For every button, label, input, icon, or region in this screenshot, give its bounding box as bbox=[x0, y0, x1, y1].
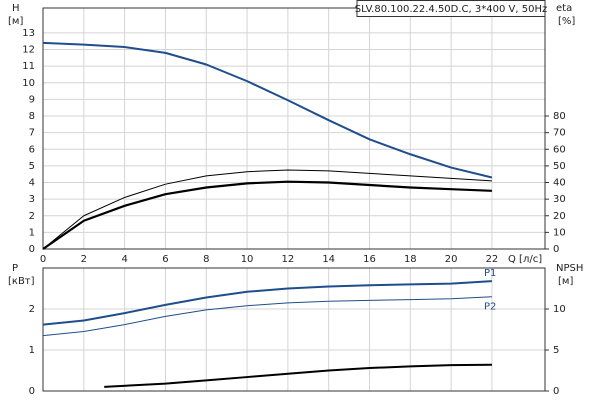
plot-frame bbox=[42, 7, 546, 250]
y2-axis-label: NPSH bbox=[556, 263, 583, 274]
y-axis-label: H bbox=[12, 3, 20, 14]
x-tick-label: 14 bbox=[322, 254, 335, 265]
y-tick-label: 1 bbox=[29, 345, 35, 356]
curve bbox=[42, 41, 493, 179]
x-tick-label: 16 bbox=[363, 254, 376, 265]
y2-tick-label: 40 bbox=[553, 178, 566, 189]
y2-axis-label: eta bbox=[556, 3, 572, 14]
curve bbox=[42, 280, 493, 326]
y-tick-label: 10 bbox=[22, 78, 35, 89]
x-tick-label: 4 bbox=[121, 254, 127, 265]
series-label: P2 bbox=[484, 302, 496, 313]
y2-tick-label: 0 bbox=[553, 386, 559, 397]
x-tick-label: 6 bbox=[162, 254, 168, 265]
y-tick-label: 8 bbox=[29, 111, 35, 122]
y2-tick-label: 0 bbox=[553, 244, 559, 255]
y2-tick-label: 5 bbox=[553, 345, 559, 356]
y2-tick-label: 70 bbox=[553, 128, 566, 139]
y-tick-label: 4 bbox=[29, 178, 35, 189]
y2-tick-label: 80 bbox=[553, 111, 566, 122]
y-tick-label: 13 bbox=[22, 28, 35, 39]
y-tick-label: 3 bbox=[29, 194, 35, 205]
y-tick-label: 5 bbox=[29, 161, 35, 172]
y-axis-label: P bbox=[12, 263, 18, 274]
curve bbox=[42, 296, 492, 337]
y2-tick-label: 10 bbox=[553, 304, 566, 315]
y2-axis-unit: [м] bbox=[558, 276, 573, 287]
y-axis-unit: [м] bbox=[8, 16, 23, 27]
x-tick-label: 10 bbox=[241, 254, 254, 265]
x-axis-label: Q [л/с] bbox=[508, 254, 542, 265]
plot-frame bbox=[42, 267, 546, 392]
x-tick-label: 2 bbox=[81, 254, 87, 265]
x-tick-label: 0 bbox=[40, 254, 46, 265]
y2-tick-label: 30 bbox=[553, 194, 566, 205]
y-tick-label: 2 bbox=[29, 211, 35, 222]
y-tick-label: 6 bbox=[29, 144, 35, 155]
x-tick-label: 18 bbox=[404, 254, 417, 265]
x-tick-label: 22 bbox=[486, 254, 499, 265]
y2-tick-label: 20 bbox=[553, 211, 566, 222]
y-tick-label: 0 bbox=[29, 244, 35, 255]
series-label: P1 bbox=[484, 268, 496, 279]
curve bbox=[104, 363, 492, 388]
y-tick-label: 12 bbox=[22, 45, 35, 56]
title-box bbox=[356, 0, 546, 17]
y2-axis-unit: [%] bbox=[558, 16, 575, 27]
y-tick-label: 1 bbox=[29, 227, 35, 238]
y2-tick-label: 60 bbox=[553, 144, 566, 155]
x-tick-label: 8 bbox=[203, 254, 209, 265]
y-tick-label: 9 bbox=[29, 94, 35, 105]
y-tick-label: 2 bbox=[29, 304, 35, 315]
curve bbox=[42, 180, 492, 250]
x-tick-label: 20 bbox=[445, 254, 458, 265]
y2-tick-label: 10 bbox=[553, 227, 566, 238]
y-tick-label: 0 bbox=[29, 386, 35, 397]
y-tick-label: 7 bbox=[29, 128, 35, 139]
y-tick-label: 11 bbox=[22, 61, 35, 72]
x-tick-label: 12 bbox=[282, 254, 295, 265]
y2-tick-label: 50 bbox=[553, 161, 566, 172]
chart-title: SLV.80.100.22.4.50D.C, 3*400 V, 50Hz bbox=[355, 4, 547, 15]
curve bbox=[42, 169, 492, 250]
y-axis-unit: [кВт] bbox=[8, 276, 35, 287]
